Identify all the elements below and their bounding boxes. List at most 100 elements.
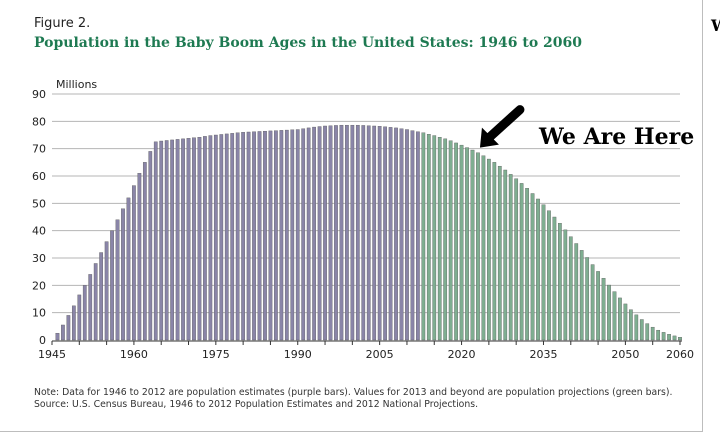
bar-estimate <box>126 197 131 341</box>
x-tick-label: 1975 <box>202 348 230 361</box>
bar-estimate <box>279 130 284 341</box>
x-tick-label: 2050 <box>611 348 639 361</box>
arrow-icon <box>483 105 525 144</box>
x-tick-label: 1960 <box>120 348 148 361</box>
bar-estimate <box>93 263 98 341</box>
bar-estimate <box>137 173 142 341</box>
y-tick-label: 70 <box>32 143 46 156</box>
bar-estimate <box>235 132 240 341</box>
bar-estimate <box>284 129 289 341</box>
bar-projection <box>628 309 633 341</box>
bar-estimate <box>121 208 125 341</box>
y-tick-label: 90 <box>32 88 46 101</box>
bar-projection <box>563 229 568 341</box>
bar-estimate <box>323 125 327 341</box>
y-tick-label: 20 <box>32 279 46 292</box>
bar-projection <box>667 334 671 341</box>
bar-projection <box>618 297 622 341</box>
arrow-head-icon <box>479 127 499 148</box>
bar-estimate <box>394 127 398 341</box>
bar-estimate <box>388 127 393 341</box>
y-tick-label: 80 <box>32 115 46 128</box>
bar-estimate <box>181 138 185 341</box>
x-tick-label: 2060 <box>666 348 694 361</box>
bar-estimate <box>208 135 213 341</box>
bar-estimate <box>104 241 109 341</box>
bar-estimate <box>219 134 224 341</box>
bar-estimate <box>268 130 273 341</box>
bar-estimate <box>159 140 164 341</box>
annotation: We Are Here <box>479 105 694 150</box>
bar-estimate <box>306 127 311 341</box>
bar-projection <box>612 291 617 341</box>
bar-projection <box>519 183 524 341</box>
bar-estimate <box>274 130 278 341</box>
bar-projection <box>547 210 551 341</box>
bar-projection <box>634 314 639 341</box>
bar-projection <box>514 178 519 341</box>
bar-estimate <box>257 131 262 341</box>
bar-projection <box>508 174 513 341</box>
bar-estimate <box>317 126 322 341</box>
y-tick-label: 40 <box>32 225 46 238</box>
x-tick-label: 1945 <box>38 348 66 361</box>
bar-projection <box>607 284 611 341</box>
bar-projection <box>568 236 573 341</box>
bar-estimate <box>246 131 251 341</box>
bar-estimate <box>82 285 87 341</box>
bar-projection <box>590 264 595 341</box>
bar-projection <box>497 165 502 341</box>
bar-projection <box>672 335 677 341</box>
bar-estimate <box>88 274 93 341</box>
bar-projection <box>525 188 529 341</box>
bars <box>55 124 682 341</box>
bar-projection <box>623 303 628 341</box>
bar-estimate <box>263 130 267 341</box>
bar-estimate <box>77 294 82 341</box>
bar-estimate <box>328 125 333 341</box>
bar-projection <box>558 223 562 341</box>
bar-estimate <box>416 131 420 341</box>
bar-projection <box>601 278 606 341</box>
y-tick-label: 50 <box>32 197 46 210</box>
y-tick-label: 60 <box>32 170 46 183</box>
bar-estimate <box>148 151 153 341</box>
bar-estimate <box>203 136 207 341</box>
bar-projection <box>661 332 666 341</box>
bar-estimate <box>405 129 409 341</box>
bar-projection <box>574 243 579 341</box>
note-line-2: Source: U.S. Census Bureau, 1946 to 2012… <box>34 399 479 410</box>
bar-estimate <box>361 125 366 341</box>
bar-estimate <box>142 162 147 341</box>
bar-projection <box>656 329 661 341</box>
x-tick-label: 2005 <box>366 348 394 361</box>
population-bar-chart: 0 10 20 30 40 50 60 70 80 90 1945 1960 1975 1990 2005… <box>32 88 694 361</box>
y-axis-unit-label: Millions <box>56 78 98 91</box>
bar-estimate <box>175 139 180 341</box>
bar-estimate <box>301 128 306 341</box>
bar-estimate <box>377 126 382 341</box>
bar-estimate <box>312 126 316 341</box>
bar-estimate <box>213 134 218 341</box>
bar-projection <box>465 147 469 341</box>
bar-projection <box>552 216 557 341</box>
bar-projection <box>503 169 508 341</box>
bar-projection <box>678 337 682 341</box>
y-tick-label: 0 <box>39 334 46 347</box>
bar-projection <box>530 193 535 341</box>
bar-projection <box>437 137 442 341</box>
bar-estimate <box>186 138 191 341</box>
bar-projection <box>448 140 453 341</box>
note-line-1: Note: Data for 1946 to 2012 are populati… <box>34 387 673 398</box>
bar-estimate <box>290 129 295 341</box>
x-tick-label: 2035 <box>529 348 557 361</box>
bar-projection <box>454 142 458 341</box>
bar-estimate <box>164 140 169 341</box>
chart-title: Population in the Baby Boom Ages in the … <box>34 35 583 51</box>
bar-estimate <box>197 137 202 341</box>
y-tick-label: 30 <box>32 252 46 265</box>
bar-projection <box>432 135 437 341</box>
bar-projection <box>487 158 491 341</box>
bar-estimate <box>399 128 404 341</box>
bar-estimate <box>224 133 229 341</box>
